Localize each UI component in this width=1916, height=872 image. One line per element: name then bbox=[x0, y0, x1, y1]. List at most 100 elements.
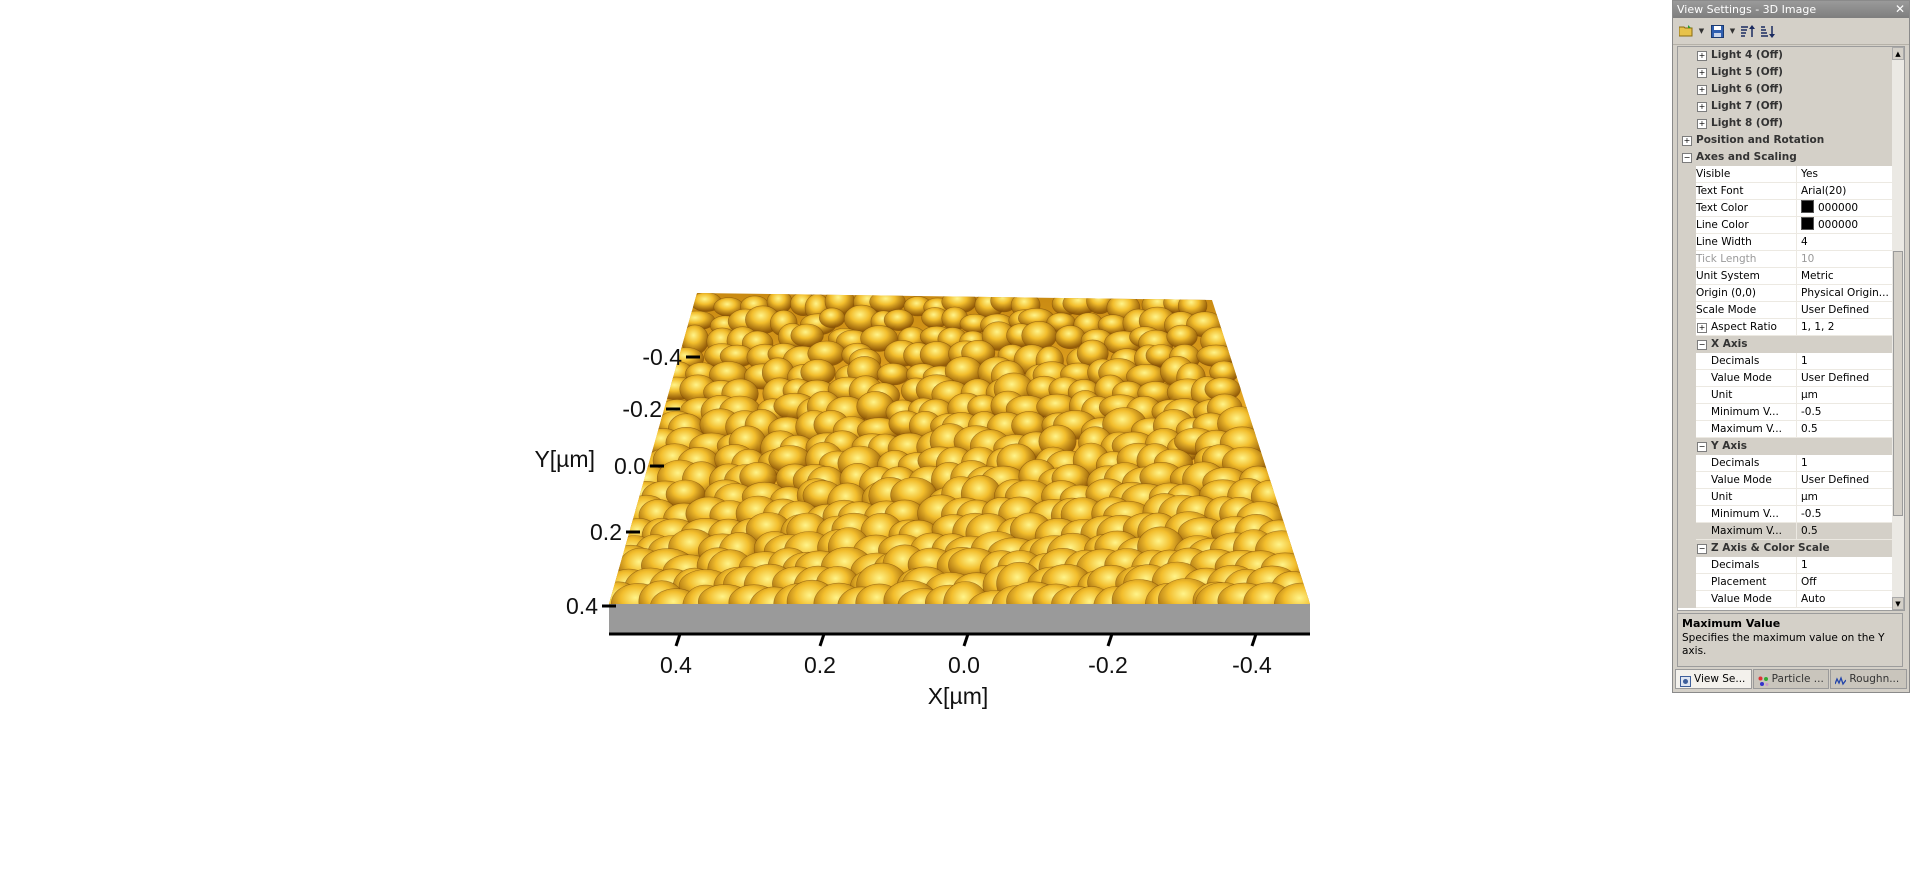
property-row[interactable]: Visible Yes bbox=[1678, 166, 1892, 183]
property-row[interactable]: Scale Mode User Defined bbox=[1678, 302, 1892, 319]
row-value[interactable]: 1 bbox=[1796, 353, 1892, 370]
row-value[interactable]: 0.5 bbox=[1796, 421, 1892, 438]
property-row[interactable]: Unit System Metric bbox=[1678, 268, 1892, 285]
group-row[interactable]: + Light 7 (Off) bbox=[1678, 98, 1892, 115]
row-value[interactable]: User Defined bbox=[1796, 302, 1892, 319]
property-row[interactable]: Value Mode Auto bbox=[1678, 591, 1892, 608]
tab-view-settings[interactable]: View Se... bbox=[1675, 669, 1752, 689]
expand-plus-icon[interactable]: + bbox=[1697, 68, 1707, 78]
expand-plus-icon[interactable]: + bbox=[1697, 51, 1707, 61]
property-row[interactable]: Value Mode User Defined bbox=[1678, 472, 1892, 489]
row-value[interactable]: 1 bbox=[1796, 557, 1892, 574]
panel-tabs: View Se... Particle ... Roughn... bbox=[1675, 669, 1908, 691]
row-value[interactable]: User Defined bbox=[1796, 472, 1892, 489]
property-row[interactable]: Line Color 000000 bbox=[1678, 217, 1892, 234]
group-row[interactable]: + Light 4 (Off) bbox=[1678, 47, 1892, 64]
property-row[interactable]: Minimum V... -0.5 bbox=[1678, 506, 1892, 523]
row-value[interactable]: µm bbox=[1796, 387, 1892, 404]
row-value[interactable]: Arial(20) bbox=[1796, 183, 1892, 200]
scrollbar-thumb[interactable] bbox=[1893, 251, 1903, 516]
row-value[interactable]: µm bbox=[1796, 489, 1892, 506]
expand-plus-icon[interactable]: + bbox=[1697, 85, 1707, 95]
expand-plus-icon[interactable]: + bbox=[1697, 102, 1707, 112]
category-row[interactable]: + Position and Rotation bbox=[1678, 132, 1892, 149]
category-row[interactable]: − Axes and Scaling bbox=[1678, 149, 1892, 166]
property-row[interactable]: Decimals 1 bbox=[1678, 455, 1892, 472]
open-folder-icon[interactable] bbox=[1677, 22, 1695, 40]
row-value-text: Auto bbox=[1801, 593, 1826, 605]
property-row[interactable]: Maximum V... 0.5 bbox=[1678, 421, 1892, 438]
property-row[interactable]: Text Color 000000 bbox=[1678, 200, 1892, 217]
row-value[interactable]: -0.5 bbox=[1796, 404, 1892, 421]
row-value[interactable]: Metric bbox=[1796, 268, 1892, 285]
group-row[interactable]: − X Axis bbox=[1678, 336, 1892, 353]
property-row[interactable]: + Aspect Ratio 1, 1, 2 bbox=[1678, 319, 1892, 336]
property-row[interactable]: Decimals 1 bbox=[1678, 353, 1892, 370]
sort-descending-icon[interactable] bbox=[1759, 22, 1777, 40]
row-gutter bbox=[1678, 319, 1696, 336]
group-row[interactable]: + Light 8 (Off) bbox=[1678, 115, 1892, 132]
row-label: Light 8 (Off) bbox=[1711, 117, 1783, 129]
row-gutter bbox=[1678, 302, 1696, 319]
property-row[interactable]: Minimum V... -0.5 bbox=[1678, 404, 1892, 421]
row-value[interactable]: 0.5 bbox=[1796, 523, 1892, 540]
expand-plus-icon[interactable]: + bbox=[1682, 136, 1692, 146]
scroll-up-arrow-icon[interactable]: ▲ bbox=[1892, 47, 1904, 60]
row-value[interactable]: 000000 bbox=[1796, 217, 1892, 234]
row-value-text: Off bbox=[1801, 576, 1817, 588]
row-value[interactable]: 1 bbox=[1796, 455, 1892, 472]
collapse-minus-icon[interactable]: − bbox=[1697, 442, 1707, 452]
sort-ascending-icon[interactable] bbox=[1739, 22, 1757, 40]
property-grid[interactable]: + Light 4 (Off) + Light 5 (Off) + Light 6 (Of… bbox=[1677, 46, 1905, 611]
tab-particle[interactable]: Particle ... bbox=[1752, 669, 1830, 689]
collapse-minus-icon[interactable]: − bbox=[1697, 340, 1707, 350]
row-value[interactable]: Physical Origin... bbox=[1796, 285, 1892, 302]
row-value[interactable]: -0.5 bbox=[1796, 506, 1892, 523]
row-value[interactable]: 10 bbox=[1796, 251, 1892, 268]
property-row[interactable]: Text Font Arial(20) bbox=[1678, 183, 1892, 200]
property-row[interactable]: Placement Off bbox=[1678, 574, 1892, 591]
row-value-text: µm bbox=[1801, 389, 1818, 401]
save-dropdown-chevron-icon[interactable]: ▼ bbox=[1729, 27, 1736, 35]
row-value[interactable]: 4 bbox=[1796, 234, 1892, 251]
scroll-down-arrow-icon[interactable]: ▼ bbox=[1892, 597, 1904, 610]
row-gutter bbox=[1678, 421, 1696, 438]
row-value[interactable]: Off bbox=[1796, 574, 1892, 591]
property-grid-scrollbar[interactable]: ▲ ▼ bbox=[1892, 47, 1904, 610]
property-row[interactable]: Tick Length 10 bbox=[1678, 251, 1892, 268]
property-row[interactable]: Line Width 4 bbox=[1678, 234, 1892, 251]
row-value[interactable]: Auto bbox=[1796, 591, 1892, 608]
property-row[interactable]: Value Mode User Defined bbox=[1678, 370, 1892, 387]
expand-plus-icon[interactable]: + bbox=[1697, 323, 1707, 333]
group-row[interactable]: + Light 5 (Off) bbox=[1678, 64, 1892, 81]
close-icon[interactable]: ✕ bbox=[1894, 2, 1905, 16]
property-row[interactable]: Unit µm bbox=[1678, 387, 1892, 404]
row-value[interactable]: Yes bbox=[1796, 166, 1892, 183]
row-label: Light 4 (Off) bbox=[1711, 49, 1783, 61]
group-row[interactable]: − Z Axis & Color Scale bbox=[1678, 540, 1892, 557]
open-dropdown-chevron-icon[interactable]: ▼ bbox=[1698, 27, 1705, 35]
property-row[interactable]: Maximum V... 0.5 bbox=[1678, 523, 1892, 540]
property-row[interactable]: Unit µm bbox=[1678, 489, 1892, 506]
panel-title-bar[interactable]: View Settings - 3D Image ✕ bbox=[1673, 1, 1909, 18]
tab-label: View Se... bbox=[1694, 673, 1746, 685]
expand-plus-icon[interactable]: + bbox=[1697, 119, 1707, 129]
row-value[interactable]: 000000 bbox=[1796, 200, 1892, 217]
group-row[interactable]: + Light 6 (Off) bbox=[1678, 81, 1892, 98]
row-value[interactable]: 1, 1, 2 bbox=[1796, 319, 1892, 336]
y-tick-label: 0.2 bbox=[590, 519, 622, 545]
3d-viewport[interactable]: 0.4 0.2 0.0 -0.2 -0.4 -0.4 -0.2 0.0 0.2 0.4 X[µm… bbox=[0, 0, 1670, 867]
property-row[interactable]: Decimals 1 bbox=[1678, 557, 1892, 574]
row-label: Aspect Ratio bbox=[1711, 321, 1777, 333]
3d-scene[interactable]: 0.4 0.2 0.0 -0.2 -0.4 -0.4 -0.2 0.0 0.2 0.4 X[µm… bbox=[0, 0, 1670, 867]
row-gutter bbox=[1678, 336, 1696, 353]
collapse-minus-icon[interactable]: − bbox=[1682, 153, 1692, 163]
row-label: Placement bbox=[1711, 576, 1767, 588]
row-value-text: 1 bbox=[1801, 559, 1808, 571]
collapse-minus-icon[interactable]: − bbox=[1697, 544, 1707, 554]
property-row[interactable]: Origin (0,0) Physical Origin... bbox=[1678, 285, 1892, 302]
tab-roughness[interactable]: Roughn... bbox=[1830, 669, 1908, 689]
save-icon[interactable] bbox=[1708, 22, 1726, 40]
row-value[interactable]: User Defined bbox=[1796, 370, 1892, 387]
group-row[interactable]: − Y Axis bbox=[1678, 438, 1892, 455]
